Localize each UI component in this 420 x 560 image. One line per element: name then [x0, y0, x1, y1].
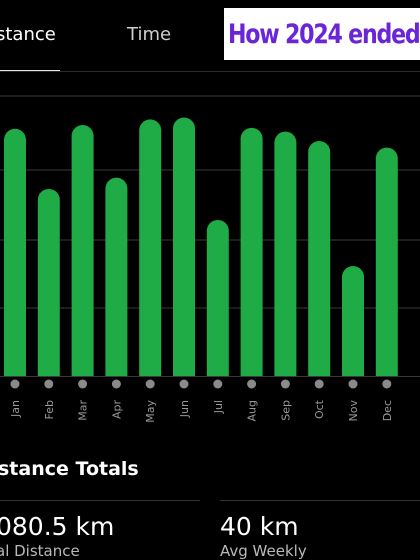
bar-may[interactable]: [139, 119, 162, 376]
month-dot: [111, 379, 121, 389]
month-dot: [44, 379, 54, 389]
tick-label: Nov: [347, 400, 360, 422]
bar-jul[interactable]: [206, 219, 229, 376]
month-dot: [247, 379, 257, 389]
bar-jun[interactable]: [173, 117, 195, 377]
tick-label: Jul: [212, 400, 225, 414]
tick-label: Apr: [110, 400, 123, 420]
month-dot: [382, 379, 392, 389]
month-dot: [280, 379, 290, 389]
month-dot: [10, 379, 20, 389]
tick-label: May: [144, 400, 157, 423]
tab-divider: [0, 71, 420, 72]
month-dot: [145, 379, 155, 389]
divider: [0, 500, 200, 501]
tick-label: Aug: [246, 400, 259, 421]
total-distance-label: al Distance: [0, 542, 80, 560]
tick-label: Dec: [381, 400, 394, 421]
avg-weekly-label: Avg Weekly: [220, 542, 307, 560]
tick-label: Jan: [9, 400, 22, 418]
tab-distance[interactable]: stance: [0, 24, 56, 45]
bar-aug[interactable]: [240, 127, 263, 376]
bar-dec[interactable]: [375, 147, 398, 376]
bar-sep[interactable]: [274, 131, 297, 376]
month-dot: [179, 379, 189, 389]
divider: [220, 500, 420, 501]
bar-nov[interactable]: [342, 266, 364, 376]
bar-feb[interactable]: [37, 188, 60, 376]
bar-jan[interactable]: [4, 128, 27, 376]
tick-label: Sep: [279, 400, 292, 421]
tick-label: Jun: [178, 400, 191, 418]
month-dot: [314, 379, 324, 389]
total-distance-value: 080.5 km: [0, 512, 115, 541]
banner-text: How 2024 ended: [228, 18, 420, 50]
month-dot: [348, 379, 358, 389]
section-title: stance Totals: [0, 458, 139, 480]
month-dot: [78, 379, 88, 389]
month-dot: [213, 379, 223, 389]
overlay-banner: How 2024 ended: [224, 8, 420, 60]
tab-time[interactable]: Time: [127, 24, 172, 45]
bar-oct[interactable]: [308, 141, 331, 376]
avg-weekly-value: 40 km: [220, 512, 299, 541]
monthly-distance-chart: Jan Feb Mar Apr May Jun Jul Aug Sep Oct Nov Dec: [0, 95, 420, 423]
tick-label: Mar: [77, 400, 90, 421]
tick-label: Feb: [43, 400, 56, 419]
bar-apr[interactable]: [105, 177, 128, 376]
tick-label: Oct: [313, 399, 326, 419]
bar-mar[interactable]: [71, 125, 94, 376]
